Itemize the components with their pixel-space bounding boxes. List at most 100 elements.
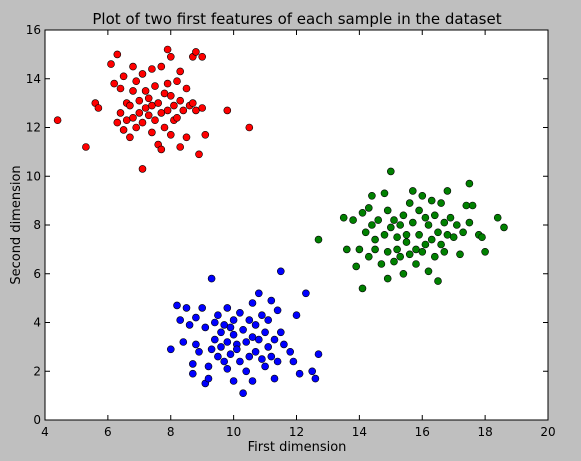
scatter-point (167, 345, 175, 354)
scatter-point (443, 231, 452, 239)
scatter-point (160, 123, 169, 132)
scatter-point (254, 335, 263, 344)
scatter-point (167, 92, 175, 100)
scatter-point (144, 111, 153, 120)
scatter-point (220, 321, 228, 329)
scatter-point (276, 267, 285, 276)
scatter-point (258, 311, 266, 320)
y-tick-label: 8 (33, 218, 41, 232)
scatter-point (374, 216, 383, 224)
scatter-point (440, 218, 449, 227)
scatter-point (452, 221, 461, 229)
scatter-point (390, 216, 398, 224)
scatter-point (179, 338, 188, 346)
scatter-point (364, 252, 373, 261)
scatter-point (393, 245, 401, 254)
scatter-point (478, 233, 486, 241)
scatter-point (223, 364, 232, 373)
scatter-point (430, 211, 439, 220)
scatter-point (270, 335, 279, 344)
scatter-point (119, 126, 128, 134)
plot-frame (44, 29, 549, 421)
scatter-point (245, 123, 254, 132)
scatter-point (163, 45, 172, 54)
scatter-point (129, 114, 137, 122)
scatter-point (113, 118, 122, 127)
scatter-point (138, 70, 147, 78)
scatter-point (236, 308, 244, 317)
scatter-point (248, 377, 257, 385)
scatter-point (383, 274, 392, 283)
scatter-point (276, 328, 285, 337)
scatter-point (399, 269, 408, 278)
scatter-point (251, 347, 260, 356)
scatter-point (126, 133, 134, 142)
scatter-point (229, 316, 238, 324)
scatter-point (339, 213, 348, 222)
scatter-point (251, 321, 260, 329)
scatter-point (465, 179, 474, 188)
scatter-point (258, 355, 266, 363)
scatter-point (493, 213, 502, 222)
scatter-point (424, 221, 433, 229)
scatter-point (412, 245, 420, 254)
scatter-point (254, 289, 263, 298)
scatter-point (465, 218, 474, 227)
x-tick-label: 12 (289, 425, 304, 439)
scatter-point (226, 323, 235, 332)
scatter-point (132, 123, 140, 132)
scatter-point (207, 274, 216, 283)
scatter-point (144, 94, 153, 103)
scatter-point (242, 367, 250, 376)
scatter-point (434, 277, 442, 285)
scatter-point (223, 304, 232, 312)
scatter-point (198, 52, 206, 61)
scatter-point (157, 145, 166, 154)
scatter-point (349, 216, 357, 224)
x-tick-label: 16 (415, 425, 430, 439)
scatter-point (408, 218, 417, 227)
scatter-point (163, 106, 172, 115)
y-tick-label: 16 (26, 23, 41, 37)
scatter-point (415, 206, 423, 215)
scatter-point (192, 340, 200, 349)
scatter-point (440, 248, 449, 256)
x-tick-label: 18 (477, 425, 492, 439)
scatter-point (173, 77, 181, 85)
scatter-point (138, 165, 147, 173)
scatter-point (179, 106, 188, 115)
plot-area (45, 30, 548, 420)
y-axis-label: Second dimension (9, 165, 24, 284)
scatter-point (355, 245, 364, 254)
x-tick-label: 20 (540, 425, 555, 439)
scatter-point (402, 238, 411, 246)
scatter-point (245, 316, 254, 324)
scatter-point (273, 357, 282, 366)
scatter-point (201, 131, 210, 139)
scatter-point (446, 213, 455, 222)
scatter-point (182, 304, 191, 312)
scatter-point (217, 343, 225, 351)
x-tick-label: 4 (41, 425, 49, 439)
scatter-point (421, 213, 430, 222)
scatter-point (462, 201, 471, 210)
scatter-point (302, 289, 310, 298)
scatter-point (189, 99, 197, 107)
scatter-point (132, 77, 140, 85)
scatter-point (468, 201, 477, 210)
scatter-point (211, 335, 219, 344)
scatter-point (286, 347, 295, 356)
scatter-point (267, 352, 276, 361)
scatter-point (424, 267, 433, 276)
scatter-point (192, 106, 200, 115)
scatter-point (405, 199, 414, 207)
scatter-point (239, 389, 247, 398)
scatter-point (314, 235, 323, 244)
scatter-point (390, 257, 398, 266)
y-tick-label: 6 (33, 267, 41, 281)
scatter-point (173, 114, 181, 122)
scatter-point (427, 196, 436, 205)
scatter-point (129, 62, 137, 71)
scatter-point (500, 223, 508, 232)
scatter-point (122, 116, 131, 124)
